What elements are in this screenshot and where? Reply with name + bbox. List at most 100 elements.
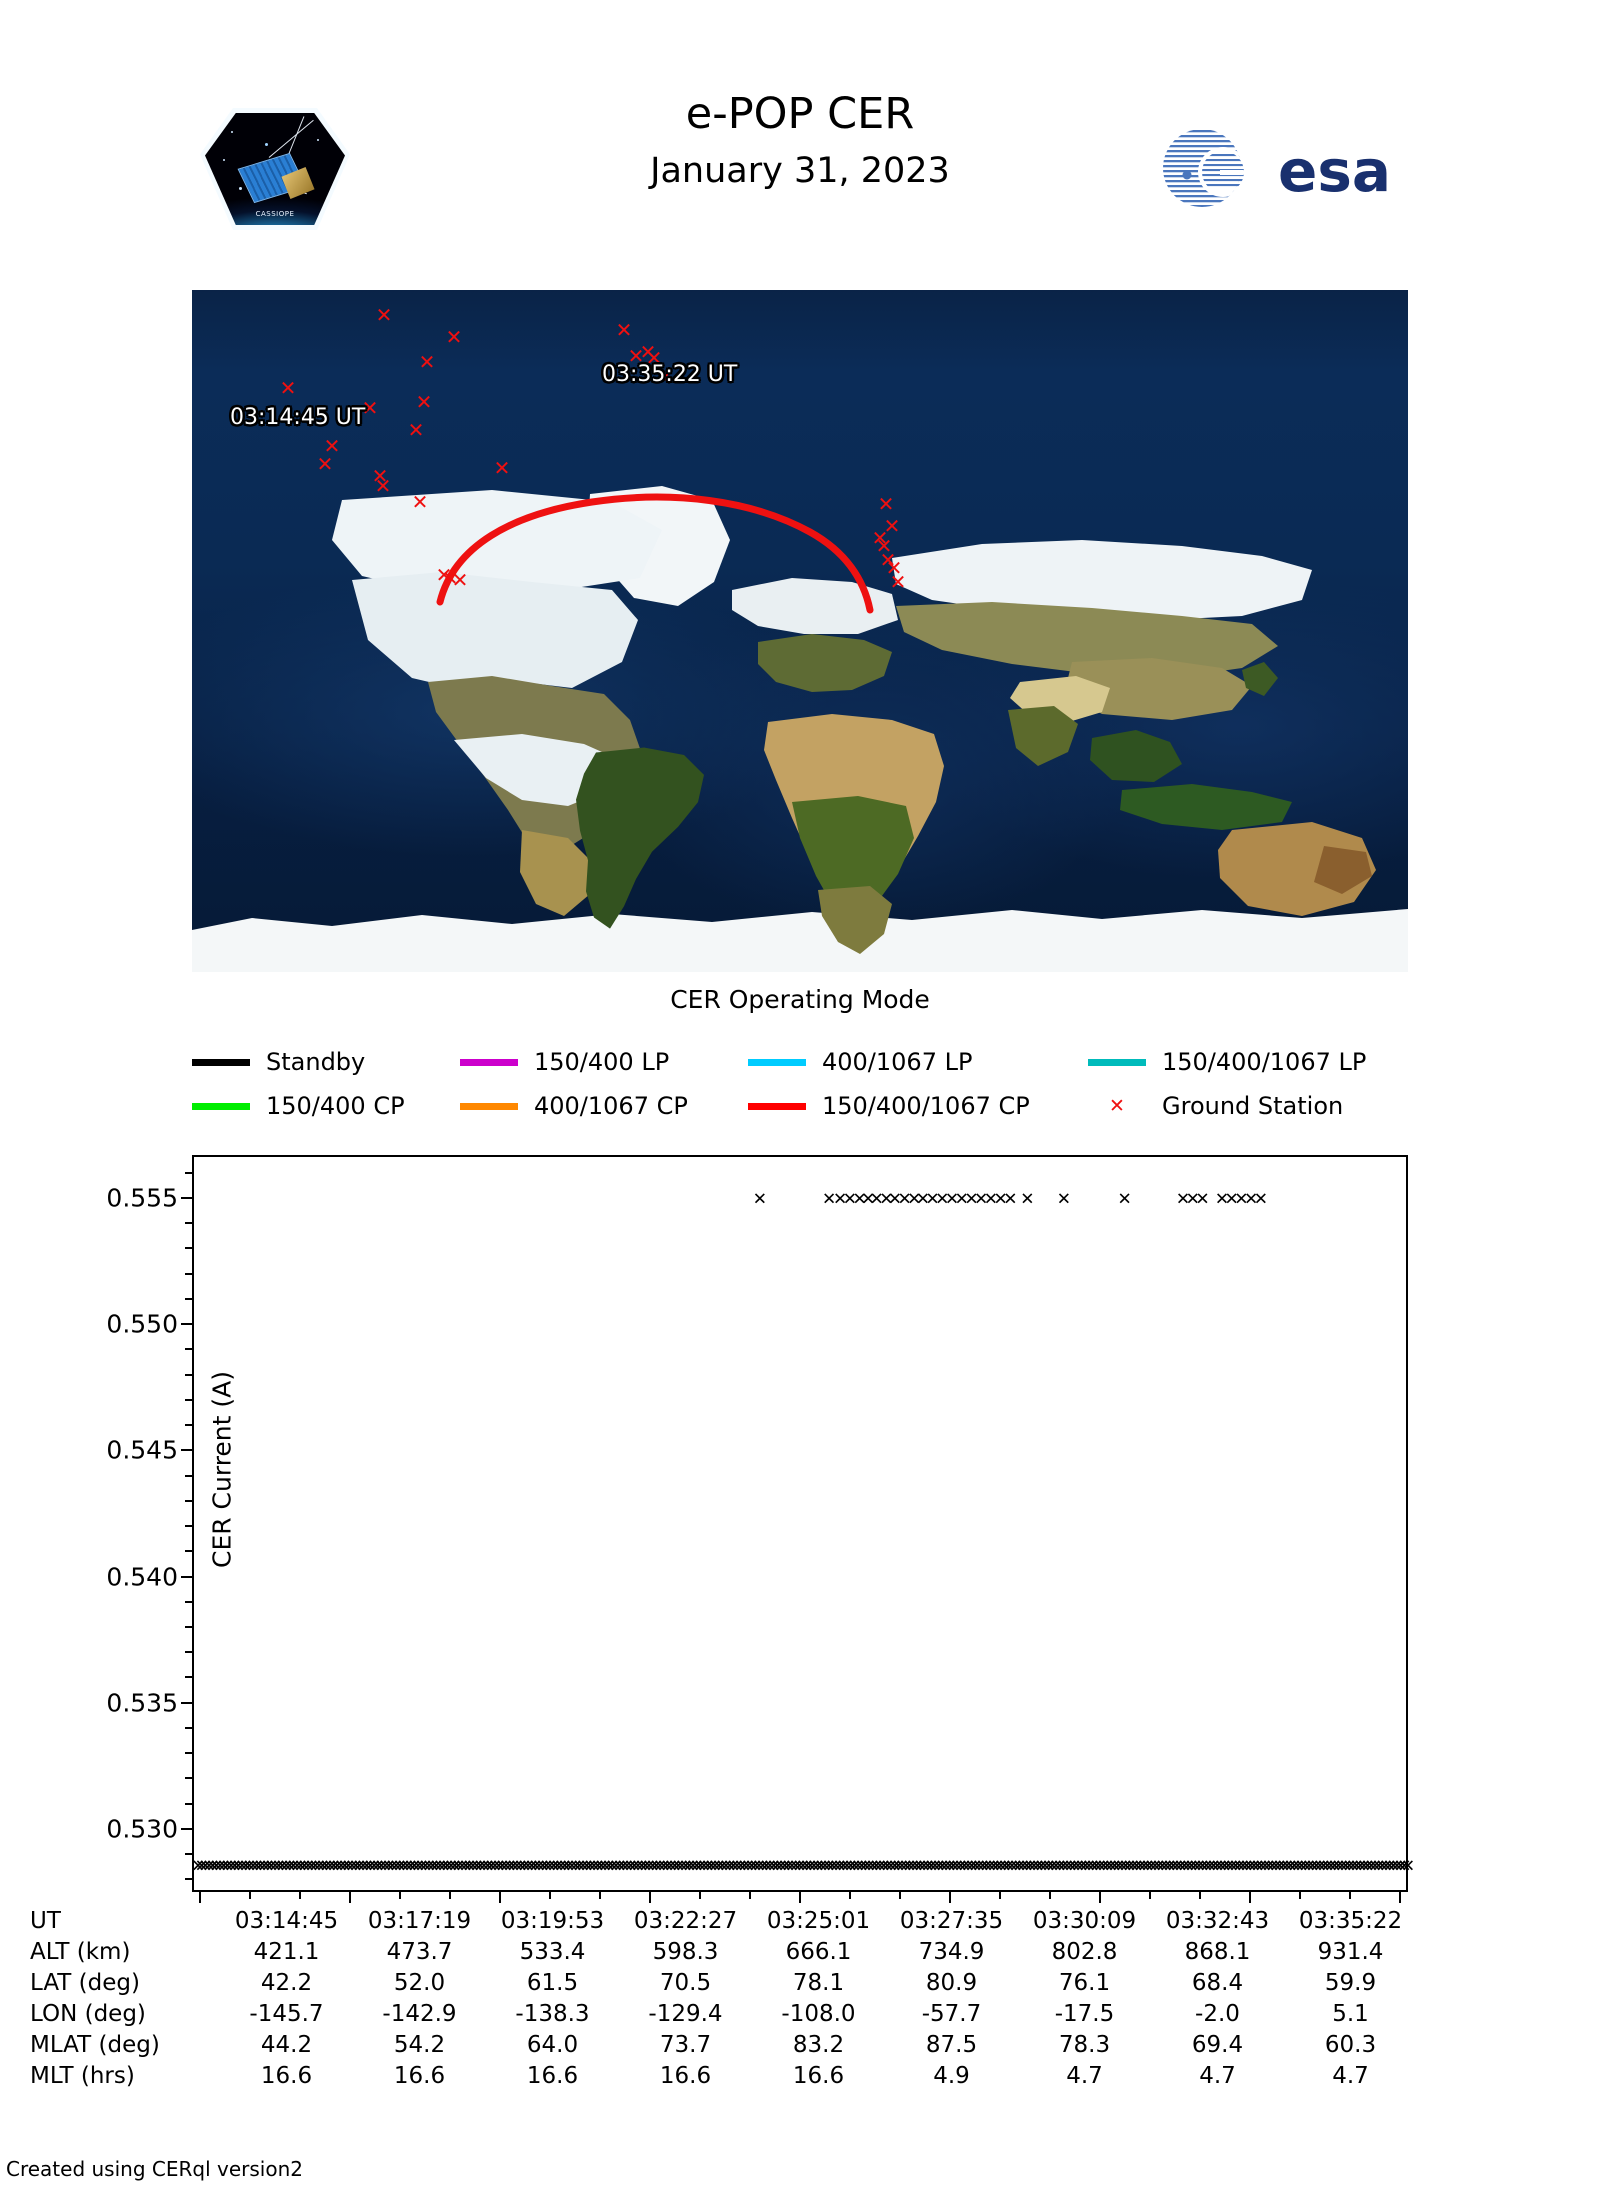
data-point-marker: ✕ bbox=[473, 1856, 488, 1877]
table-cell: 70.5 bbox=[659, 1969, 712, 1996]
legend-color-swatch bbox=[192, 1058, 250, 1066]
data-point-marker: ✕ bbox=[852, 1189, 867, 1210]
ground-station-marker: ✕ bbox=[871, 526, 889, 550]
data-point-marker: ✕ bbox=[649, 1856, 664, 1877]
data-point-marker: ✕ bbox=[931, 1856, 946, 1877]
y-axis-minor-tick bbox=[185, 1550, 192, 1553]
japan-landmass bbox=[1242, 662, 1278, 696]
ground-station-marker: ✕ bbox=[883, 514, 901, 538]
data-point-marker: ✕ bbox=[1118, 1856, 1133, 1877]
data-point-marker: ✕ bbox=[1345, 1856, 1361, 1877]
data-point-marker: ✕ bbox=[1234, 1189, 1249, 1210]
data-point-marker: ✕ bbox=[974, 1189, 989, 1210]
data-point-marker: ✕ bbox=[1235, 1856, 1251, 1877]
legend-color-swatch bbox=[192, 1102, 250, 1110]
data-point-marker: ✕ bbox=[1287, 1856, 1302, 1877]
table-cell: 61.5 bbox=[526, 1969, 579, 1996]
data-point-marker: ✕ bbox=[275, 1856, 290, 1877]
table-cell: 76.1 bbox=[1058, 1969, 1111, 1996]
data-point-marker: ✕ bbox=[1169, 1856, 1185, 1877]
data-point-marker: ✕ bbox=[795, 1856, 811, 1877]
y-axis-tick bbox=[181, 1323, 192, 1326]
world-map-panel: ✕ ✕ ✕ ✕ ✕ ✕ ✕ ✕ ✕ ✕ ✕ ✕ ✕ ✕ ✕ ✕ ✕ ✕ ✕ ✕ … bbox=[192, 290, 1408, 972]
data-point-marker: ✕ bbox=[682, 1856, 697, 1877]
data-point-marker: ✕ bbox=[1246, 1856, 1262, 1877]
legend-item-label: 150/400/1067 LP bbox=[1162, 1048, 1367, 1076]
table-cell: 5.1 bbox=[1332, 2000, 1369, 2027]
data-point-marker: ✕ bbox=[194, 1856, 209, 1877]
data-point-marker: ✕ bbox=[484, 1856, 499, 1877]
data-point-marker: ✕ bbox=[751, 1856, 767, 1877]
data-point-marker: ✕ bbox=[1257, 1856, 1273, 1877]
data-point-marker: ✕ bbox=[1210, 1856, 1225, 1877]
data-point-marker: ✕ bbox=[696, 1856, 712, 1877]
data-point-marker: ✕ bbox=[1371, 1856, 1386, 1877]
data-point-marker: ✕ bbox=[1151, 1856, 1166, 1877]
data-point-marker: ✕ bbox=[671, 1856, 686, 1877]
y-axis-minor-tick bbox=[185, 1651, 192, 1654]
data-point-marker: ✕ bbox=[198, 1856, 213, 1877]
data-point-marker: ✕ bbox=[421, 1856, 437, 1877]
ground-station-marker: ✕ bbox=[885, 556, 903, 580]
data-point-marker: ✕ bbox=[1133, 1856, 1148, 1877]
data-point-marker: ✕ bbox=[377, 1856, 393, 1877]
data-point-marker: ✕ bbox=[1360, 1856, 1375, 1877]
data-point-marker: ✕ bbox=[216, 1856, 231, 1877]
x-axis-tick bbox=[1249, 1892, 1251, 1903]
table-cell: 734.9 bbox=[918, 1938, 985, 1965]
data-point-marker: ✕ bbox=[326, 1856, 341, 1877]
table-cell: 52.0 bbox=[393, 1969, 446, 1996]
central-asia-landmass bbox=[896, 602, 1278, 678]
data-point-marker: ✕ bbox=[381, 1856, 396, 1877]
data-point-marker: ✕ bbox=[465, 1856, 481, 1877]
data-point-marker: ✕ bbox=[1158, 1856, 1174, 1877]
table-cell: 16.6 bbox=[526, 2062, 579, 2089]
x-axis-minor-tick bbox=[249, 1892, 251, 1899]
data-point-marker: ✕ bbox=[869, 1189, 884, 1210]
ground-station-marker: ✕ bbox=[645, 346, 663, 370]
data-point-marker: ✕ bbox=[454, 1856, 470, 1877]
data-point-marker: ✕ bbox=[915, 1189, 930, 1210]
data-point-marker: ✕ bbox=[1290, 1856, 1306, 1877]
data-point-marker: ✕ bbox=[231, 1856, 246, 1877]
data-point-marker: ✕ bbox=[385, 1856, 400, 1877]
data-point-marker: ✕ bbox=[667, 1856, 682, 1877]
data-point-marker: ✕ bbox=[946, 1856, 961, 1877]
data-point-marker: ✕ bbox=[1191, 1856, 1207, 1877]
map-start-time-label: 03:14:45 UT bbox=[230, 405, 366, 430]
data-point-marker: ✕ bbox=[944, 1189, 960, 1210]
data-point-marker: ✕ bbox=[476, 1856, 492, 1877]
data-point-marker: ✕ bbox=[341, 1856, 356, 1877]
x-axis-minor-tick bbox=[1149, 1892, 1151, 1899]
table-cell: 421.1 bbox=[253, 1938, 320, 1965]
data-point-marker: ✕ bbox=[865, 1856, 880, 1877]
table-cell: 802.8 bbox=[1051, 1938, 1118, 1965]
table-row-label: LAT (deg) bbox=[30, 1969, 140, 1996]
legend-item-ground-station: ✕ Ground Station bbox=[1088, 1092, 1343, 1120]
data-point-marker: ✕ bbox=[352, 1856, 367, 1877]
data-point-marker: ✕ bbox=[1155, 1856, 1170, 1877]
table-row: LAT (deg) 42.2 52.0 61.5 70.5 78.1 80.9 76.1 68.… bbox=[30, 1967, 1570, 1998]
data-point-marker: ✕ bbox=[1272, 1856, 1287, 1877]
data-point-marker: ✕ bbox=[271, 1856, 286, 1877]
data-point-marker: ✕ bbox=[860, 1189, 876, 1210]
data-point-marker: ✕ bbox=[249, 1856, 264, 1877]
data-point-marker: ✕ bbox=[1162, 1856, 1177, 1877]
data-point-marker: ✕ bbox=[630, 1856, 646, 1877]
ground-station-marker: ✕ bbox=[371, 464, 389, 488]
data-point-marker: ✕ bbox=[652, 1856, 668, 1877]
data-point-marker: ✕ bbox=[256, 1856, 272, 1877]
data-point-marker: ✕ bbox=[1243, 1856, 1258, 1877]
data-point-marker: ✕ bbox=[693, 1856, 708, 1877]
data-point-marker: ✕ bbox=[1349, 1856, 1364, 1877]
data-point-marker: ✕ bbox=[344, 1856, 360, 1877]
data-point-marker: ✕ bbox=[1067, 1856, 1082, 1877]
data-point-marker: ✕ bbox=[869, 1856, 884, 1877]
data-point-marker: ✕ bbox=[1342, 1856, 1357, 1877]
data-point-marker: ✕ bbox=[1195, 1189, 1210, 1210]
data-point-marker: ✕ bbox=[887, 1189, 902, 1210]
legend-color-swatch bbox=[460, 1058, 518, 1066]
legend-color-swatch bbox=[748, 1102, 806, 1110]
y-axis-minor-tick bbox=[185, 1676, 192, 1679]
data-point-marker: ✕ bbox=[752, 1189, 767, 1210]
